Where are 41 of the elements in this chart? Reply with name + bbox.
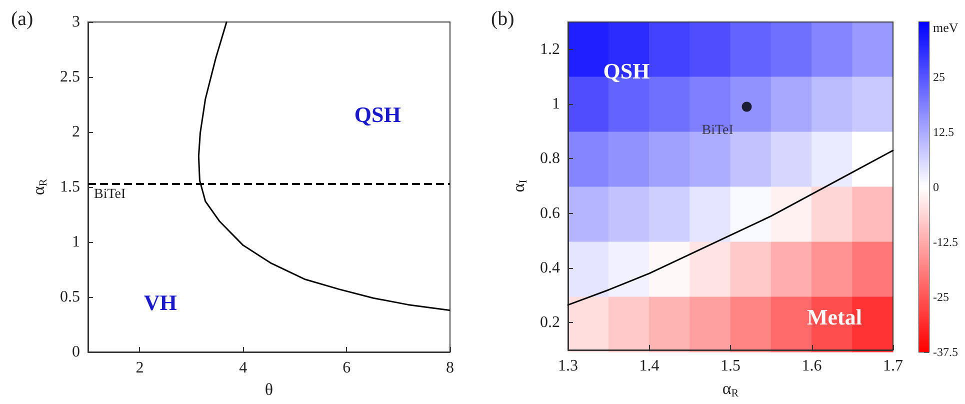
color-bar-label: 12.5: [933, 125, 954, 139]
x-tick-label: 8: [446, 360, 454, 376]
series-label: BiTeI: [702, 123, 734, 138]
y-tick-label: 1.2: [540, 40, 560, 58]
y-tick-label: 0.5: [60, 288, 80, 306]
x-tick-label: 2: [136, 360, 144, 376]
color-bar-label: -25: [933, 290, 949, 304]
y-tick-label: 0.4: [540, 260, 560, 276]
y-tick-label: 2.5: [60, 68, 80, 86]
y-tick-label: 1: [72, 234, 80, 250]
y-tick-label: 0.8: [540, 150, 560, 168]
x-tick-label: 1.7: [883, 358, 903, 374]
line-series: [567, 150, 894, 306]
y-axis-title: αI: [509, 179, 530, 192]
x-tick-label: 1.3: [558, 358, 578, 374]
x-tick-label: 6: [342, 360, 351, 376]
annotation: QSH: [603, 58, 650, 84]
color-bar-label: -12.5: [933, 235, 958, 249]
color-bar-label: -37.5: [933, 345, 958, 359]
x-tick-label: 4: [239, 360, 248, 376]
y-tick-label: 2: [72, 124, 80, 140]
chart-title: (b): [491, 8, 514, 30]
x-tick-label: 1.6: [802, 358, 822, 374]
y-tick-label: 1: [552, 96, 560, 112]
x-axis-title: θ: [264, 380, 274, 399]
color-bar-title: meV: [933, 20, 959, 35]
x-tick-label: 1.4: [639, 358, 660, 374]
color-bar-label: 0: [933, 180, 939, 194]
ref-line-label: BiTeI: [94, 187, 126, 202]
annotation: Metal: [807, 304, 862, 330]
y-tick-label: 3: [72, 14, 80, 30]
color-bar-label: 25: [933, 70, 945, 84]
annotation: VH: [144, 290, 177, 315]
annotation: QSH: [354, 102, 401, 127]
y-tick-label: 0: [72, 344, 80, 360]
y-tick-label: 0.6: [540, 204, 560, 222]
y-tick-label: 1.5: [60, 178, 80, 196]
chart-title: (a): [11, 8, 34, 30]
y-tick-label: 0.2: [540, 314, 560, 332]
y-axis-title: αR: [29, 178, 50, 196]
x-tick-label: 1.5: [720, 358, 740, 374]
